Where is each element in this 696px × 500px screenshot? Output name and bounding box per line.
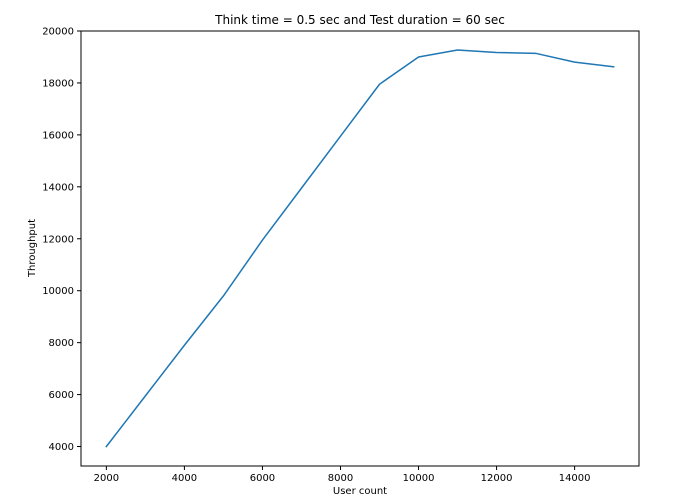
y-tick-label: 12000: [42, 234, 74, 245]
y-tick-label: 20000: [42, 27, 74, 38]
y-tick-label: 10000: [42, 286, 74, 297]
chart-title: Think time = 0.5 sec and Test duration =…: [214, 13, 505, 27]
x-tick-label: 10000: [403, 473, 435, 484]
x-tick-label: 12000: [481, 473, 513, 484]
y-tick-label: 4000: [49, 442, 74, 453]
y-axis: 4000 6000 8000 10000 12000 14000 16000 18000 200…: [42, 27, 81, 453]
y-tick-label: 18000: [42, 78, 74, 89]
x-tick-label: 8000: [328, 473, 353, 484]
x-axis-label: User count: [333, 486, 387, 497]
x-tick-label: 14000: [559, 473, 591, 484]
x-tick-label: 4000: [172, 473, 197, 484]
x-tick-label: 6000: [250, 473, 275, 484]
x-tick-label: 2000: [94, 473, 119, 484]
y-tick-label: 8000: [49, 338, 74, 349]
plot-area: [105, 49, 615, 448]
y-axis-label: Throughput: [27, 219, 38, 278]
x-axis: 2000 4000 6000 8000 10000 12000 14000: [94, 466, 591, 484]
plot-frame: [80, 30, 640, 467]
series-line-0: [105, 49, 615, 448]
y-tick-label: 16000: [42, 130, 74, 141]
y-tick-label: 14000: [42, 182, 74, 193]
y-tick-label: 6000: [49, 390, 74, 401]
